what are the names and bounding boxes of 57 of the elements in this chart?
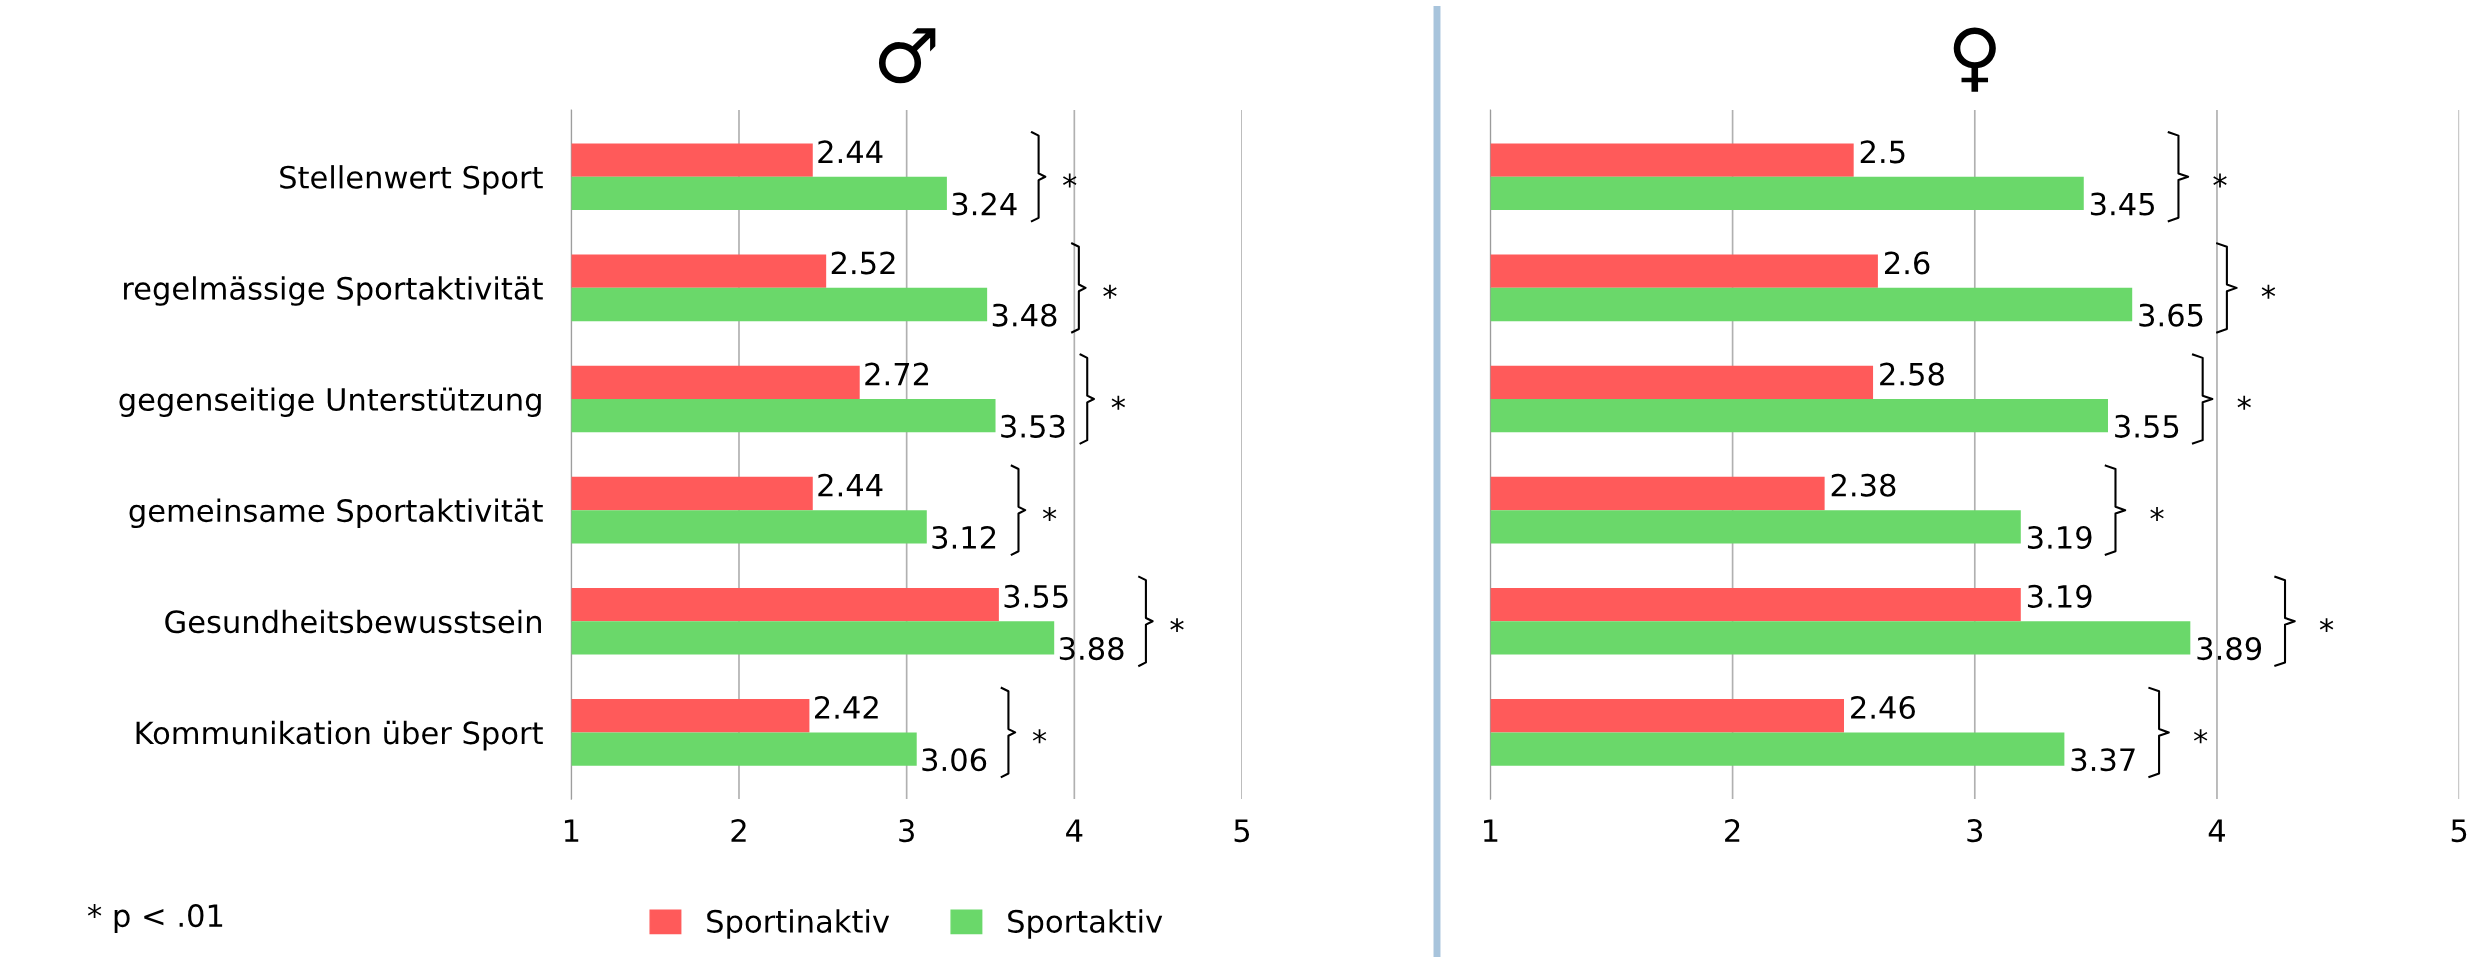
- y-tick-label: regelmässige Sportaktivität: [124, 276, 543, 306]
- annotation: *: [1170, 618, 1184, 633]
- y-tick-label: gegenseitige Unterstützung: [119, 387, 541, 417]
- data-label: 3.45: [2090, 192, 2154, 216]
- x-tick-label: 4: [2208, 819, 2225, 842]
- text: * p < .01: [87, 904, 223, 934]
- data-label: 2.52: [831, 251, 895, 275]
- data-label: 2.38: [1831, 473, 1896, 497]
- data-label: 3.55: [2115, 414, 2179, 438]
- data-label: 3.19: [2027, 584, 2092, 608]
- data-label: 2.42: [815, 695, 878, 719]
- data-label: 2.44: [818, 140, 883, 163]
- x-tick-label: 5: [1234, 819, 1250, 843]
- data-label: 3.53: [1001, 414, 1065, 438]
- data-label: 2.46: [1851, 695, 1915, 720]
- annotation: *: [2237, 395, 2251, 410]
- data-label: 2.5: [1860, 140, 1905, 164]
- annotation: *: [2213, 173, 2227, 188]
- x-tick-label: 2: [1725, 819, 1740, 842]
- x-tick-label: 3: [1967, 819, 1983, 843]
- x-tick-label: 1: [1484, 819, 1498, 842]
- data-label: 3.55: [1004, 584, 1068, 608]
- annotation: *: [1103, 284, 1117, 299]
- x-tick-label: 5: [2451, 819, 2467, 843]
- chart-title: ♂: [878, 28, 936, 84]
- annotation: *: [2193, 729, 2208, 744]
- data-label: 3.37: [2071, 748, 2135, 772]
- x-tick-label: 2: [731, 819, 746, 842]
- data-label: 3.89: [2197, 637, 2262, 661]
- data-label: 3.06: [922, 748, 987, 772]
- data-label: 3.19: [2027, 525, 2092, 550]
- annotation: *: [1111, 395, 1126, 410]
- data-label: 3.88: [1059, 637, 1124, 661]
- data-label: 3.24: [952, 192, 1017, 216]
- data-label: 2.6: [1884, 251, 1930, 275]
- y-tick-label: Kommunikation über Sport: [136, 720, 543, 751]
- data-label: 2.44: [818, 473, 883, 497]
- data-label: 2.72: [865, 362, 929, 386]
- x-tick-label: 1: [564, 819, 579, 842]
- legend-label: Sportaktiv: [1008, 909, 1163, 939]
- x-tick-label: 4: [1066, 819, 1083, 842]
- annotation: *: [2261, 284, 2276, 299]
- annotation: *: [2319, 618, 2334, 633]
- chart-title: ♀: [1953, 27, 1996, 92]
- y-tick-label: Stellenwert Sport: [280, 165, 543, 195]
- data-label: 3.12: [932, 525, 996, 550]
- annotation: *: [1032, 729, 1047, 744]
- data-label: 2.58: [1880, 362, 1944, 386]
- data-label: 3.48: [992, 303, 1057, 327]
- annotation: *: [1062, 173, 1077, 188]
- y-tick-label: Gesundheitsbewusstsein: [165, 609, 541, 634]
- x-tick-label: 3: [899, 819, 914, 843]
- annotation: *: [1042, 507, 1057, 521]
- y-tick-label: gemeinsame Sportaktivität: [129, 498, 543, 529]
- data-label: 3.65: [2139, 303, 2203, 327]
- legend-label: Sportinaktiv: [707, 909, 890, 939]
- annotation: *: [2150, 507, 2164, 521]
